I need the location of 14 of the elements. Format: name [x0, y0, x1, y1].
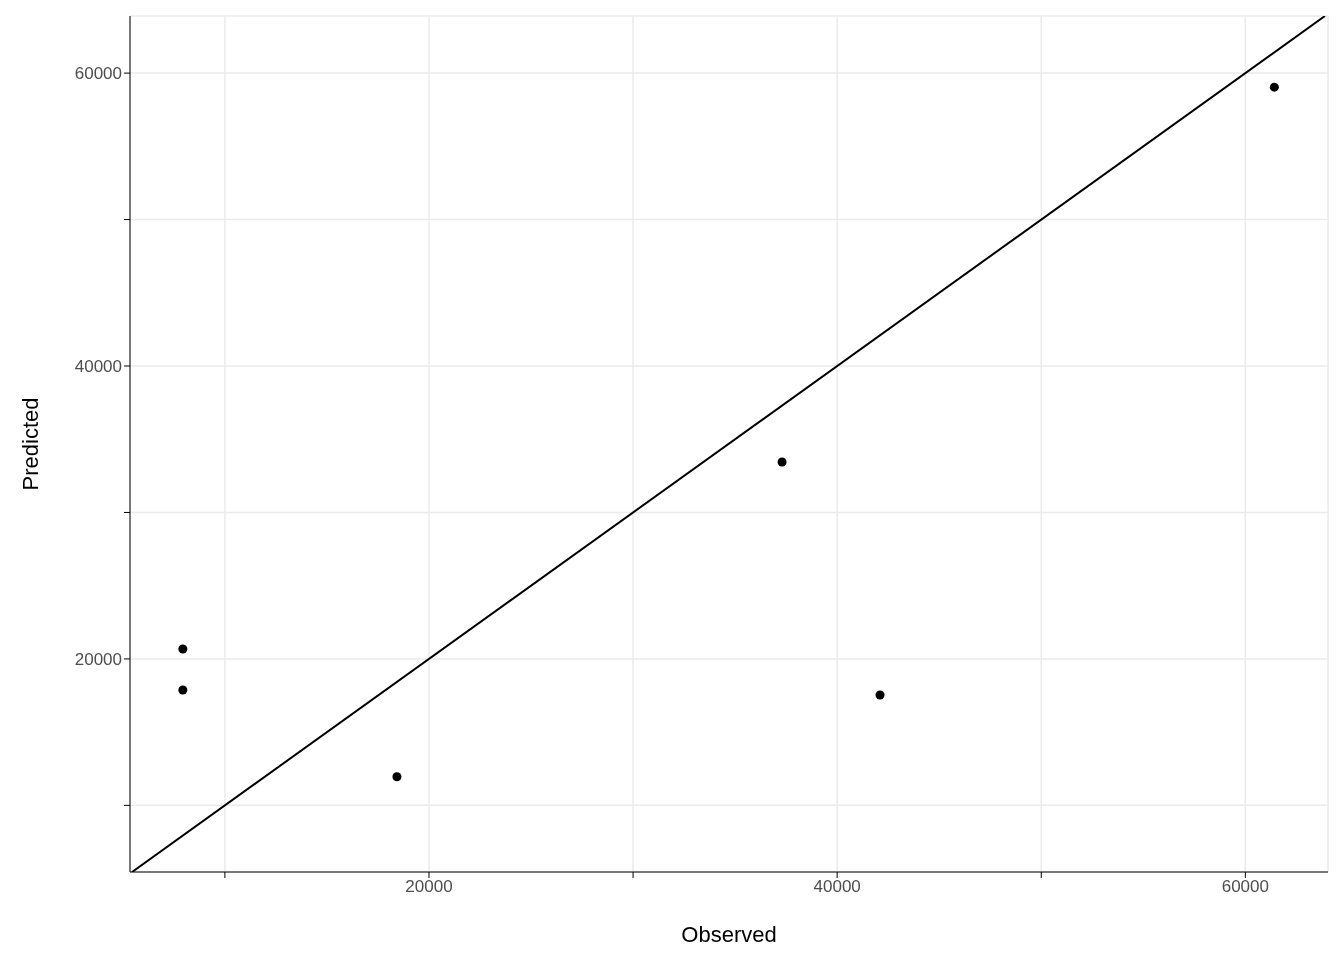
- x-tick-label: 60000: [1221, 877, 1269, 897]
- x-tick-label: 40000: [813, 877, 861, 897]
- point: [178, 644, 188, 654]
- point: [875, 690, 885, 700]
- point: [392, 772, 402, 782]
- y-axis-title: Predicted: [17, 397, 43, 491]
- point: [1269, 82, 1279, 92]
- x-tick-label: 20000: [405, 877, 453, 897]
- y-tick-label: 20000: [74, 649, 122, 669]
- point: [178, 685, 188, 695]
- y-tick-label: 40000: [74, 357, 122, 377]
- y-tick-label: 60000: [74, 64, 122, 84]
- point: [777, 457, 787, 467]
- x-axis-title: Observed: [681, 922, 777, 947]
